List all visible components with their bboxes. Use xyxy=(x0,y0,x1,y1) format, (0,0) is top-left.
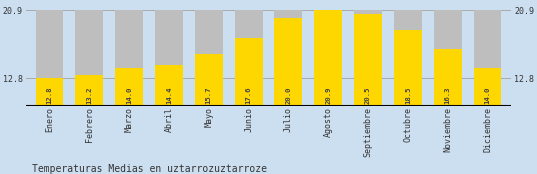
Bar xyxy=(434,49,462,106)
Bar xyxy=(314,10,342,106)
Bar xyxy=(274,18,302,106)
Bar xyxy=(394,30,422,106)
Text: 13.2: 13.2 xyxy=(86,86,92,104)
Bar xyxy=(35,10,63,106)
Bar xyxy=(235,10,263,106)
Text: 18.5: 18.5 xyxy=(405,86,411,104)
Bar xyxy=(354,14,382,106)
Text: Temperaturas Medias en uztarrozuztarroze: Temperaturas Medias en uztarrozuztarroze xyxy=(32,164,267,174)
Text: 14.4: 14.4 xyxy=(166,86,172,104)
Text: 16.3: 16.3 xyxy=(445,86,451,104)
Text: 20.9: 20.9 xyxy=(325,86,331,104)
Bar xyxy=(115,68,143,106)
Text: 12.8: 12.8 xyxy=(47,86,53,104)
Bar xyxy=(354,10,382,106)
Bar xyxy=(274,10,302,106)
Bar xyxy=(474,68,502,106)
Bar xyxy=(434,10,462,106)
Text: 14.0: 14.0 xyxy=(126,86,132,104)
Bar xyxy=(195,54,223,106)
Text: 14.0: 14.0 xyxy=(484,86,490,104)
Bar xyxy=(155,10,183,106)
Text: 17.6: 17.6 xyxy=(245,86,252,104)
Bar xyxy=(75,75,103,106)
Bar xyxy=(195,10,223,106)
Text: 20.5: 20.5 xyxy=(365,86,371,104)
Bar xyxy=(155,65,183,106)
Bar xyxy=(75,10,103,106)
Bar xyxy=(35,78,63,106)
Bar xyxy=(314,10,342,106)
Bar xyxy=(115,10,143,106)
Text: 20.0: 20.0 xyxy=(285,86,292,104)
Bar xyxy=(474,10,502,106)
Bar xyxy=(235,38,263,106)
Text: 15.7: 15.7 xyxy=(206,86,212,104)
Bar xyxy=(394,10,422,106)
